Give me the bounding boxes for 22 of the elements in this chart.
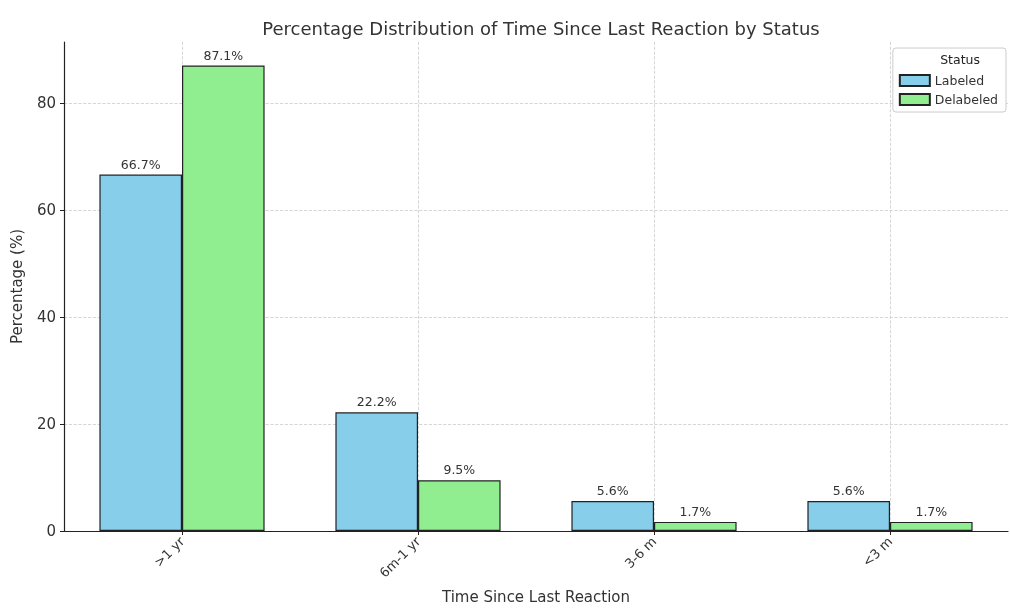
y-tick-label: 0 xyxy=(46,522,56,540)
chart-title: Percentage Distribution of Time Since Last Reaction by Status xyxy=(262,17,820,39)
data-label: 22.2% xyxy=(356,394,397,410)
data-label: 87.1% xyxy=(203,47,244,63)
data-label: 1.7% xyxy=(915,503,948,519)
y-tick-label: 60 xyxy=(36,201,56,220)
legend-label: Labeled xyxy=(934,73,985,88)
legend-title: Status xyxy=(940,52,981,67)
y-tick-label: 80 xyxy=(36,94,56,113)
data-label: 66.7% xyxy=(120,156,161,172)
data-label: 5.6% xyxy=(596,483,629,499)
x-tick-label: >1 yr xyxy=(151,533,188,570)
data-label: 1.7% xyxy=(679,503,712,519)
data-label: 5.6% xyxy=(832,483,865,499)
data-label: 9.5% xyxy=(443,462,476,478)
legend-label: Delabeled xyxy=(934,92,998,107)
x-tick-label: <3 m xyxy=(859,533,896,570)
y-tick-label: 40 xyxy=(36,308,56,327)
y-axis-title: Percentage (%) xyxy=(7,228,26,345)
y-tick-label: 20 xyxy=(36,415,56,434)
x-axis-title: Time Since Last Reaction xyxy=(440,587,631,606)
x-tick-label: 3-6 m xyxy=(621,533,660,572)
